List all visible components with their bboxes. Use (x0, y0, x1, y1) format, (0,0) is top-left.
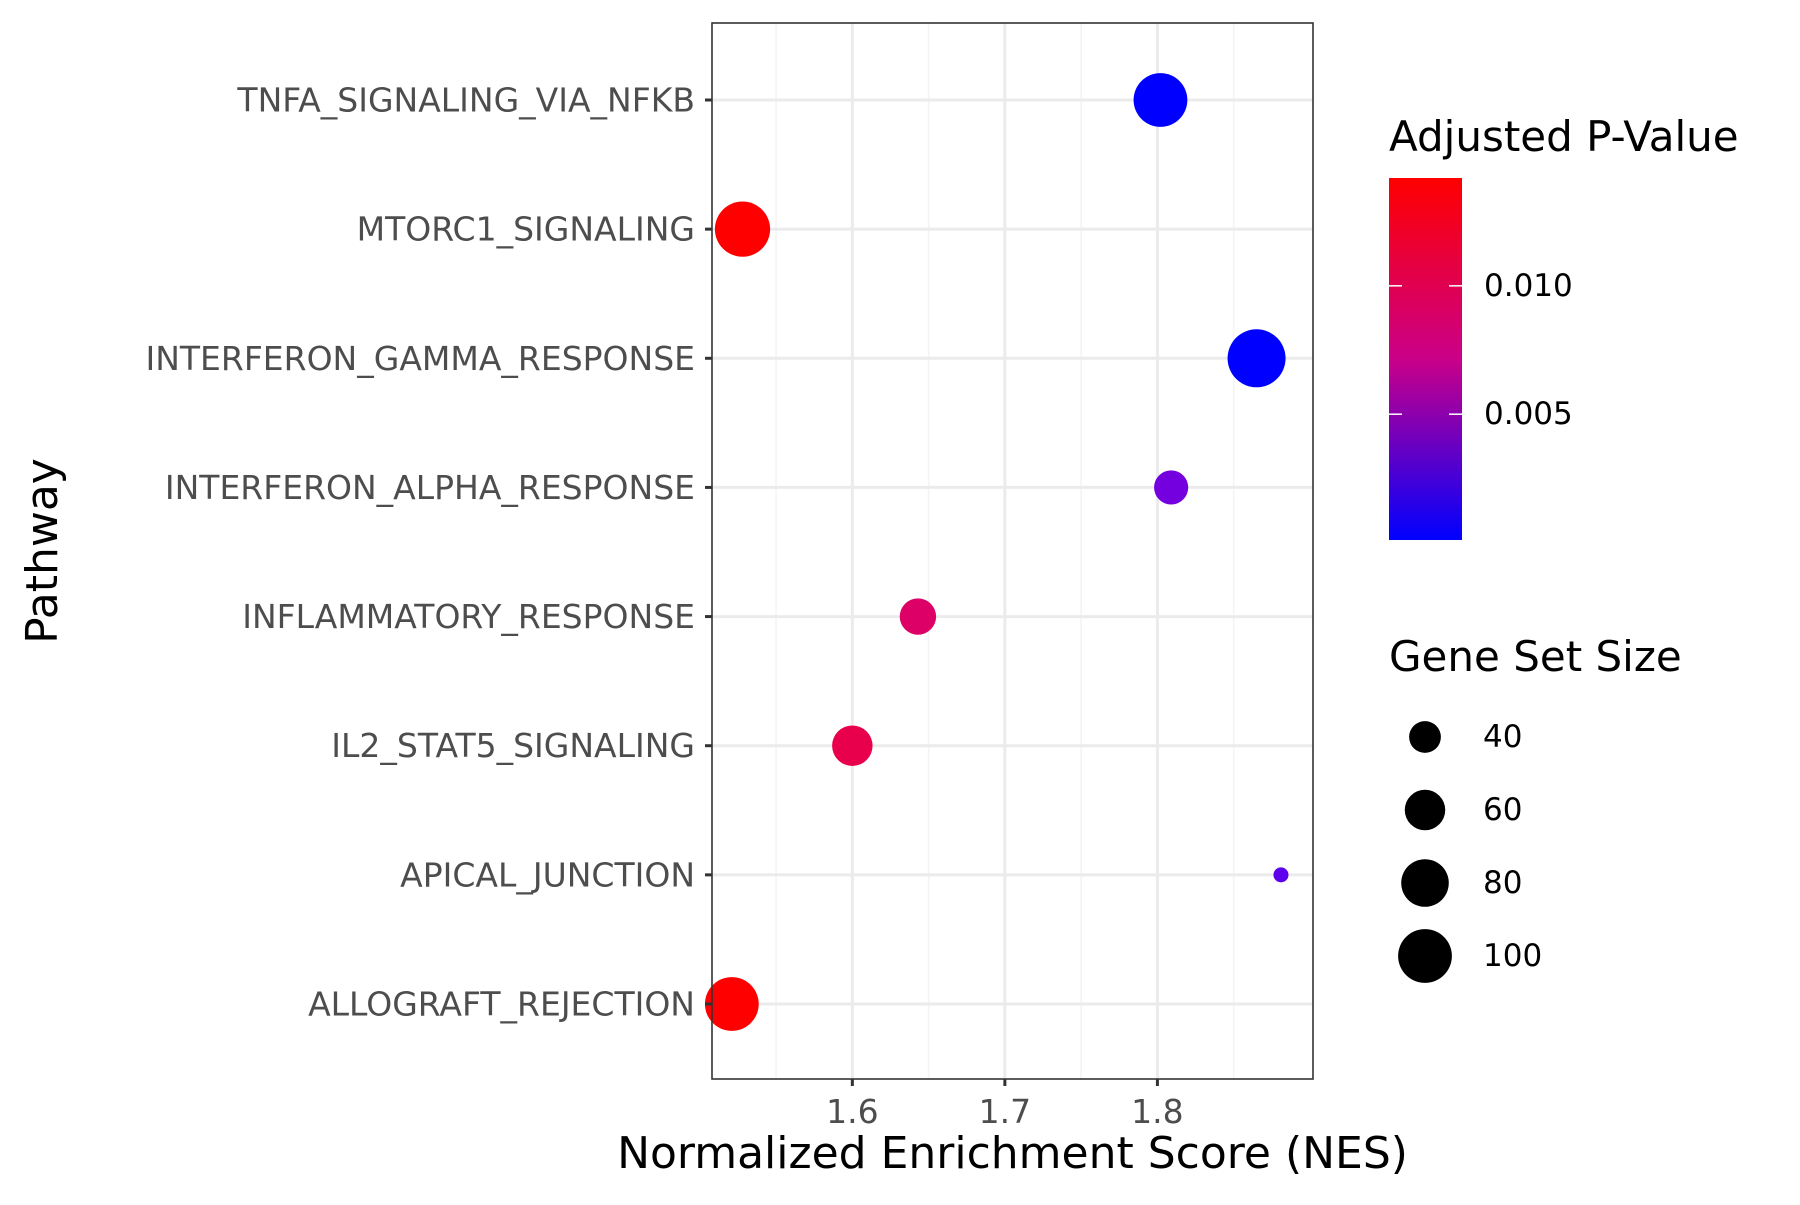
colorbar-tick-label: 0.005 (1484, 396, 1573, 432)
size-legend-title: Gene Set Size (1389, 632, 1682, 681)
y-tick-label-tnfa-signaling-via-nfkb: TNFA_SIGNALING_VIA_NFKB (236, 81, 695, 120)
x-tick-label: 1.8 (1131, 1092, 1183, 1131)
y-axis-title: Pathway (17, 458, 68, 644)
y-tick-label-interferon-alpha-response: INTERFERON_ALPHA_RESPONSE (165, 468, 695, 507)
panel-border (711, 22, 1314, 1080)
size-legend-label: 40 (1483, 719, 1522, 755)
major-gridlines (712, 23, 1313, 1079)
color-legend: Adjusted P-Value 0.005 0.010 (1389, 112, 1739, 540)
minor-gridlines (775, 23, 1235, 1079)
color-legend-title: Adjusted P-Value (1389, 112, 1739, 161)
y-tick-label-allograft-rejection: ALLOGRAFT_REJECTION (308, 985, 695, 1024)
data-point-mtorc1-signaling (714, 201, 771, 257)
size-legend-key-80 (1401, 859, 1449, 907)
colorbar-ticks: 0.005 0.010 (1389, 268, 1573, 432)
size-legend-label: 60 (1483, 792, 1522, 828)
y-tick-label-il2-stat5-signaling: IL2_STAT5_SIGNALING (331, 726, 695, 765)
data-point-tnfa-signaling-via-nfkb (1133, 73, 1188, 127)
size-legend-label: 100 (1483, 938, 1542, 974)
data-points (704, 73, 1289, 1031)
x-tick-label: 1.6 (826, 1092, 878, 1131)
data-point-interferon-alpha-response (1154, 470, 1189, 505)
y-tick-label-mtorc1-signaling: MTORC1_SIGNALING (357, 210, 695, 249)
x-axis-title: Normalized Enrichment Score (NES) (617, 1128, 1408, 1179)
colorbar-tick-label: 0.010 (1484, 268, 1573, 304)
x-tick-label: 1.7 (979, 1092, 1031, 1131)
size-legend-key-60 (1404, 789, 1446, 831)
data-point-allograft-rejection (704, 977, 759, 1031)
y-tick-label-apical-junction: APICAL_JUNCTION (400, 855, 695, 894)
size-legend-key-100 (1398, 929, 1452, 983)
size-legend-label: 80 (1483, 865, 1522, 901)
data-point-apical-junction (1273, 867, 1289, 883)
y-tick-label-inflammatory-response: INFLAMMATORY_RESPONSE (242, 597, 695, 636)
data-point-inflammatory-response (899, 598, 937, 635)
data-point-il2-stat5-signaling (832, 725, 873, 766)
colorbar (1389, 178, 1462, 540)
size-legend-keys: 40 60 80 100 (1398, 719, 1542, 983)
data-point-interferon-gamma-response (1227, 329, 1286, 388)
y-tick-label-interferon-gamma-response: INTERFERON_GAMMA_RESPONSE (145, 339, 695, 378)
x-axis: 1.6 1.7 1.8 (826, 1079, 1184, 1131)
y-axis: ALLOGRAFT_REJECTION APICAL_JUNCTION IL2_ST… (145, 81, 712, 1024)
size-legend: Gene Set Size 40 60 80 100 (1389, 632, 1682, 983)
size-legend-key-40 (1409, 721, 1441, 753)
